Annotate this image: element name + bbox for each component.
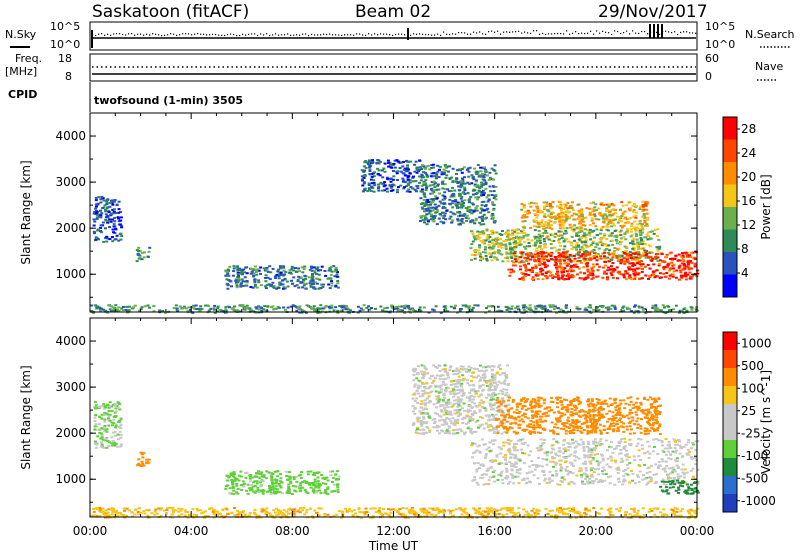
velocity-colorbar-seg-6 <box>723 440 737 459</box>
date-title: 29/Nov/2017 <box>598 2 708 22</box>
freq-tick-low: 8 <box>65 70 72 83</box>
velocity-ytick-3: 4000 <box>55 334 86 348</box>
nsky-label: N.Sky <box>5 28 37 41</box>
xtick-5: 20:00 <box>579 524 614 538</box>
power-colorbar-seg-4 <box>723 207 737 230</box>
velocity-colorbar-label: Velocity [m s^-1] <box>759 370 773 474</box>
power-ytick-0: 1000 <box>55 267 86 281</box>
velocity-colorbar-seg-5 <box>723 422 737 441</box>
power-colorbar-seg-5 <box>723 229 737 253</box>
power-ytick-1: 2000 <box>55 221 86 235</box>
velocity-region-1 <box>136 451 151 467</box>
power-colorbar-tick-2: 12 <box>741 218 756 232</box>
freq-tick-high: 18 <box>58 52 72 65</box>
power-panel: 1000 2000 3000 4000 Slant Range [km] <box>19 112 700 314</box>
velocity-region-7 <box>659 479 700 495</box>
velocity-ytick-2: 3000 <box>55 380 86 394</box>
cpid-name: twofsound (1-min) 3505 <box>94 94 243 107</box>
nsky-traces <box>91 24 697 48</box>
freq-panel <box>89 53 698 82</box>
velocity-colorbar: 1000 500 100 25 -25 -100 -500 -1000 Velocity [m … <box>722 331 776 513</box>
power-region-0 <box>92 195 124 243</box>
xtick-6: 00:00 <box>680 524 715 538</box>
power-colorbar-seg-6 <box>723 252 737 275</box>
velocity-colorbar-tick-3: 25 <box>741 404 756 418</box>
velocity-colorbar-seg-1 <box>723 350 737 369</box>
velocity-colorbar-seg-7 <box>723 458 737 477</box>
nsearch-tick-low: 10^0 <box>705 38 735 51</box>
power-colorbar-seg-2 <box>723 162 737 185</box>
power-colorbar: 4 8 12 16 20 24 28 Power [dB] <box>722 116 773 298</box>
power-colorbar-tick-4: 20 <box>741 170 756 184</box>
velocity-colorbar-tick-5: -100 <box>741 449 768 463</box>
velocity-colorbar-seg-3 <box>723 386 737 405</box>
power-colorbar-tick-5: 24 <box>741 146 756 160</box>
velocity-ytick-0: 1000 <box>55 472 86 486</box>
velocity-colorbar-seg-0 <box>723 332 737 351</box>
xtick-4: 16:00 <box>477 524 512 538</box>
velocity-region-0 <box>93 400 123 449</box>
power-region-1 <box>135 246 152 263</box>
power-region-6 <box>507 251 700 281</box>
velocity-region-4 <box>470 437 700 486</box>
power-colorbar-seg-7 <box>723 274 737 298</box>
beam-title: Beam 02 <box>355 2 431 22</box>
power-colorbar-seg-0 <box>723 117 737 140</box>
freq-unit: [MHz] <box>5 65 37 78</box>
velocity-panel: 1000 2000 3000 4000 Slant Range [km] <box>19 317 700 519</box>
power-colorbar-tick-3: 16 <box>741 194 756 208</box>
power-region-7 <box>520 200 650 231</box>
velocity-colorbar-seg-9 <box>723 494 737 513</box>
power-ytick-2: 3000 <box>55 175 86 189</box>
power-colorbar-tick-6: 28 <box>741 122 756 136</box>
nsearch-tick-high: 10^5 <box>705 20 735 33</box>
velocity-colorbar-tick-6: -500 <box>741 471 768 485</box>
velocity-colorbar-tick-1: 500 <box>741 359 764 373</box>
station-title: Saskatoon (fitACF) <box>92 2 249 22</box>
velocity-ytick-1: 2000 <box>55 426 86 440</box>
power-region-3 <box>360 159 422 194</box>
time-axis: 00:00 04:00 08:00 12:00 16:00 20:00 00:00 Time … <box>73 524 715 553</box>
nsearch-label: N.Search <box>745 28 795 41</box>
velocity-colorbar-seg-8 <box>723 476 737 495</box>
velocity-colorbar-tick-7: -1000 <box>741 494 776 508</box>
power-colorbar-tick-0: 4 <box>741 266 749 280</box>
power-region-2 <box>224 265 340 290</box>
velocity-colorbar-seg-4 <box>723 404 737 423</box>
nsky-tick-high: 10^5 <box>50 20 80 33</box>
nsky-tick-low: 10^0 <box>50 38 80 51</box>
nave-label: Nave <box>755 60 783 73</box>
velocity-region-5 <box>494 396 662 436</box>
velocity-region-2 <box>224 470 341 495</box>
nsky-panel <box>89 21 698 51</box>
velocity-region-3 <box>411 364 511 436</box>
power-colorbar-seg-3 <box>723 184 737 208</box>
freq-label: Freq. <box>15 52 42 65</box>
power-colorbar-seg-1 <box>723 139 737 163</box>
velocity-ylabel: Slant Range [km] <box>19 365 33 469</box>
nave-tick-high: 60 <box>705 52 719 65</box>
velocity-colorbar-tick-0: 1000 <box>741 336 772 350</box>
nave-tick-low: 0 <box>705 70 712 83</box>
xtick-1: 04:00 <box>174 524 209 538</box>
xlabel: Time UT <box>368 539 419 553</box>
velocity-colorbar-tick-2: 100 <box>741 381 764 395</box>
power-colorbar-label: Power [dB] <box>759 174 773 239</box>
power-ylabel: Slant Range [km] <box>19 160 33 264</box>
power-ytick-3: 4000 <box>55 129 86 143</box>
xtick-0: 00:00 <box>73 524 108 538</box>
power-colorbar-tick-1: 8 <box>741 242 749 256</box>
velocity-colorbar-seg-2 <box>723 368 737 387</box>
cpid-label: CPID <box>8 88 37 101</box>
power-cells <box>90 159 700 314</box>
xtick-3: 12:00 <box>376 524 411 538</box>
velocity-colorbar-tick-4: -25 <box>741 426 761 440</box>
power-region-4 <box>419 163 498 226</box>
xtick-2: 08:00 <box>275 524 310 538</box>
